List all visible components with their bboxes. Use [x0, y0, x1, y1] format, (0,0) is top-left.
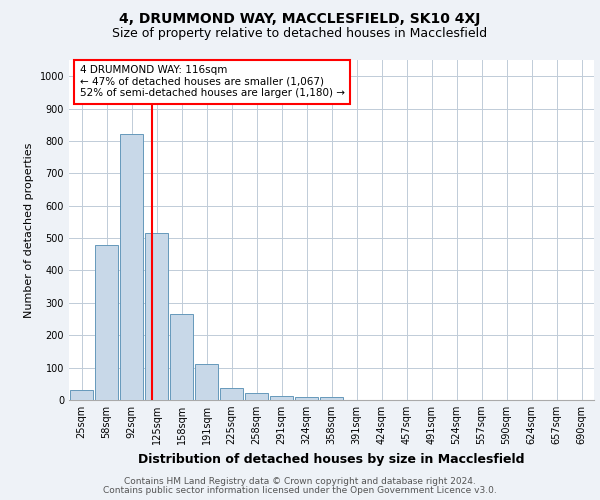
Bar	[195, 364, 218, 400]
Bar	[320, 398, 343, 400]
Bar	[295, 398, 318, 400]
Bar	[70, 390, 93, 400]
Text: Contains HM Land Registry data © Crown copyright and database right 2024.: Contains HM Land Registry data © Crown c…	[124, 477, 476, 486]
Y-axis label: Number of detached properties: Number of detached properties	[24, 142, 34, 318]
Text: 4, DRUMMOND WAY, MACCLESFIELD, SK10 4XJ: 4, DRUMMOND WAY, MACCLESFIELD, SK10 4XJ	[119, 12, 481, 26]
X-axis label: Distribution of detached houses by size in Macclesfield: Distribution of detached houses by size …	[138, 452, 525, 466]
Text: 4 DRUMMOND WAY: 116sqm
← 47% of detached houses are smaller (1,067)
52% of semi-: 4 DRUMMOND WAY: 116sqm ← 47% of detached…	[79, 65, 344, 98]
Text: Contains public sector information licensed under the Open Government Licence v3: Contains public sector information licen…	[103, 486, 497, 495]
Bar	[170, 314, 193, 400]
Text: Size of property relative to detached houses in Macclesfield: Size of property relative to detached ho…	[112, 28, 488, 40]
Bar	[220, 388, 243, 400]
Bar	[245, 393, 268, 400]
Bar	[120, 134, 143, 400]
Bar	[145, 233, 168, 400]
Bar	[270, 396, 293, 400]
Bar	[95, 244, 118, 400]
